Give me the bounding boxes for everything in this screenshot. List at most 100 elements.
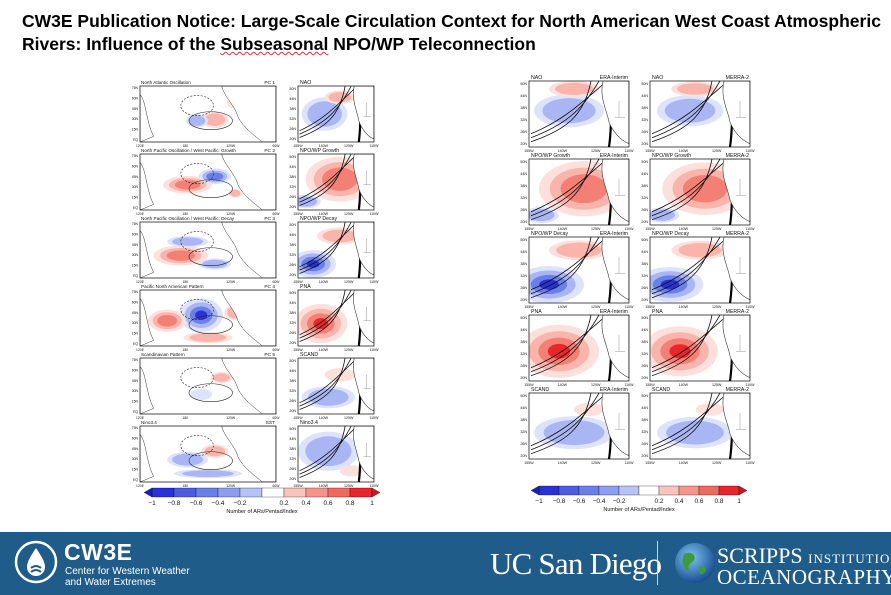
lon-tick: 60W [273, 144, 281, 148]
lon-tick: 155W [524, 305, 534, 309]
anomaly-shading [695, 403, 725, 416]
coastline [601, 315, 629, 379]
lon-tick: 125W [591, 461, 601, 465]
lon-tick: 110W [369, 348, 379, 352]
map-frame [528, 158, 630, 226]
lon-tick: 125W [591, 149, 601, 153]
lon-tick: 125W [344, 348, 354, 352]
map-title: NPO/WP Decay [300, 216, 337, 222]
lat-tick: 44N [289, 369, 296, 373]
solid-contour [188, 179, 233, 198]
region-map-field [298, 154, 374, 210]
contour-line [530, 315, 600, 373]
lat-tick: 60N [132, 300, 139, 304]
anomaly-shading [190, 388, 213, 400]
coastline [722, 315, 750, 379]
lat-tick: 44N [641, 172, 648, 176]
contour-line [299, 222, 346, 274]
lon-tick: 140W [319, 212, 329, 216]
colorbar-tick: 0.6 [694, 498, 703, 505]
lon-tick: 60W [273, 280, 281, 284]
lon-tick: 110W [745, 461, 755, 465]
colorbar-swatch [698, 485, 720, 496]
lat-tick: 50N [520, 238, 527, 242]
lat-tick: 15N [132, 400, 139, 404]
colorbar-swatch [558, 485, 580, 496]
lat-tick: 32N [520, 352, 527, 356]
region-map: SCAND ERA-Interim 50N 44N 38N 32N 26N 20N 155W 14… [520, 387, 634, 465]
map-dataset: MERRA-2 [726, 309, 749, 315]
coastline [722, 159, 750, 223]
contour-line [299, 358, 358, 404]
global-map-field [140, 426, 276, 482]
lon-tick: 110W [369, 484, 379, 488]
map-dataset: ERA-Interim [600, 153, 628, 159]
pattern-name: Scandinavian Pattern [141, 352, 185, 357]
lat-tick: 45N [132, 243, 139, 247]
colorbar-tick: 0.2 [654, 498, 663, 505]
map-title: PNA [300, 284, 311, 290]
colorbar-arrow-left [143, 487, 153, 498]
anomaly-shading [182, 470, 234, 478]
lat-tick: 38N [641, 262, 648, 266]
lat-tick: 32N [289, 253, 296, 257]
map-frame [297, 153, 375, 211]
lat-tick: 44N [520, 250, 527, 254]
region-map-field [529, 159, 629, 225]
region-map: SCAND MERRA-2 50N 44N 38N 32N 26N 20N 155W 140W 12… [641, 387, 755, 465]
lon-tick: 125W [591, 305, 601, 309]
pc-label: PC 1 [264, 80, 275, 86]
map-dataset: ERA-Interim [600, 309, 628, 315]
lat-tick: 44N [641, 406, 648, 410]
lon-tick: 180 [182, 212, 188, 216]
lat-tick: 44N [641, 94, 648, 98]
colorbar-label: Number of ARs/Pentad/Index [603, 507, 674, 513]
contour-line [530, 237, 608, 291]
lat-tick: 20N [520, 454, 527, 458]
region-map-field [298, 86, 374, 142]
contour-line [651, 81, 721, 139]
lon-tick: 125W [712, 149, 722, 153]
lat-tick: 75N [132, 154, 139, 158]
anomaly-shading [678, 243, 722, 258]
colorbar-swatch [678, 485, 700, 496]
lat-tick: 20N [641, 454, 648, 458]
region-map-field [298, 358, 374, 414]
lon-tick: 140W [679, 227, 689, 231]
lat-tick: 32N [641, 352, 648, 356]
colorbar-arrow-right [738, 485, 748, 496]
map-dataset: MERRA-2 [726, 153, 749, 159]
lon-tick: 120W [226, 212, 236, 216]
map-title: NAO [300, 80, 311, 86]
lat-tick: 26N [641, 130, 648, 134]
state-border [363, 238, 371, 253]
global-map: North Atlantic Oscillation PC 1 75N 60N 45N 3… [132, 80, 281, 148]
lat-tick: 32N [641, 274, 648, 278]
asia-coast [140, 230, 154, 278]
map-frame [649, 392, 751, 460]
lon-tick: 140W [558, 461, 568, 465]
colorbar-swatch [598, 485, 620, 496]
lon-tick: 125W [712, 305, 722, 309]
pattern-name: North Atlantic Oscillation [141, 80, 191, 85]
contour-line [299, 154, 346, 206]
lon-tick: 125W [344, 212, 354, 216]
region-map: NPO/WP Growth 50N 44N 38N 32N 26N 20N 155W 140W 1… [289, 148, 379, 216]
lat-tick: 44N [641, 328, 648, 332]
lon-tick: 125W [591, 383, 601, 387]
coastline [601, 81, 629, 145]
contour-line [651, 315, 721, 373]
map-title: PNA [652, 309, 663, 315]
lat-tick: 75N [132, 426, 139, 430]
region-map-field [650, 159, 750, 225]
lat-tick: 20N [289, 341, 296, 345]
map-frame [139, 289, 277, 347]
map-frame [528, 236, 630, 304]
global-map: Pacific North American Pattern PC 4 75N 60N… [132, 284, 281, 352]
map-title: NPO/WP Decay [652, 231, 689, 237]
global-map: Scandinavian Pattern PC 5 75N 60N 45N 30N 15N E… [132, 352, 281, 420]
anomaly-shading [213, 373, 230, 382]
lon-tick: 110W [624, 305, 634, 309]
global-map: North Pacific Oscillation / West Pacific… [132, 148, 281, 216]
lon-tick: 120W [226, 416, 236, 420]
